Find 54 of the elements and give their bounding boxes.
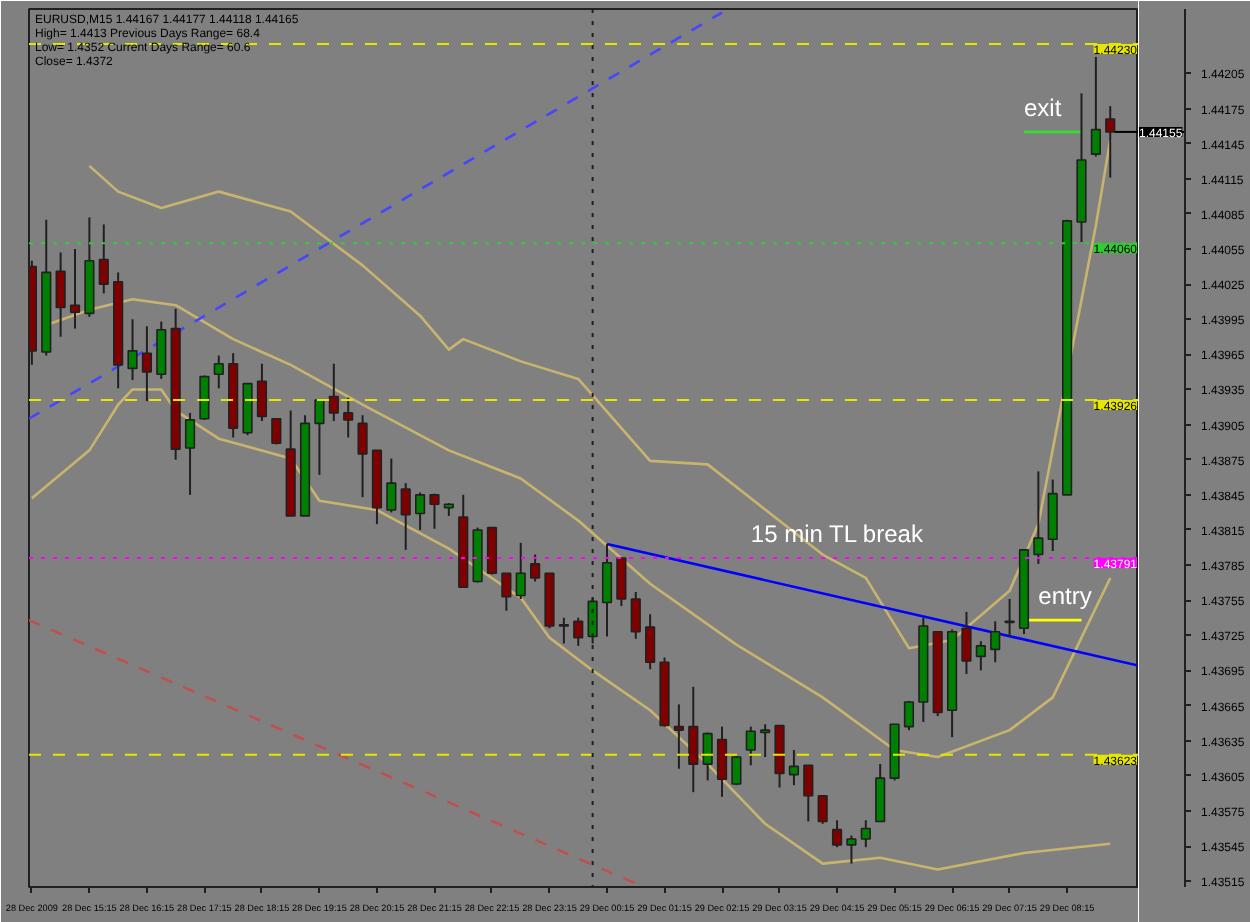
candlestick xyxy=(1047,478,1058,553)
candlestick xyxy=(573,616,584,647)
candlestick xyxy=(630,590,641,640)
candlestick xyxy=(357,414,368,499)
candlestick xyxy=(616,557,627,608)
candlestick xyxy=(846,834,857,865)
candlestick xyxy=(213,354,224,390)
candlestick xyxy=(1090,56,1101,158)
candlestick xyxy=(127,318,138,382)
candlestick xyxy=(414,491,426,531)
candlestick xyxy=(429,492,440,530)
candlestick xyxy=(199,374,210,421)
candlestick xyxy=(1033,470,1044,565)
candlestick xyxy=(645,613,656,671)
candlestick xyxy=(903,699,915,732)
candlestick xyxy=(1105,105,1116,179)
candlestick xyxy=(328,362,339,423)
candlestick xyxy=(486,526,498,576)
candlestick xyxy=(831,819,843,849)
candlestick xyxy=(386,457,397,514)
candlestick xyxy=(716,725,728,798)
candlestick xyxy=(314,397,325,476)
candlestick xyxy=(975,640,986,672)
candlestick xyxy=(1004,598,1015,638)
candlestick xyxy=(601,542,613,638)
candlestick xyxy=(501,572,512,612)
candlestick xyxy=(875,763,886,823)
candlestick xyxy=(990,620,1001,664)
candlestick xyxy=(69,247,81,330)
candlestick xyxy=(256,362,268,423)
candlestick xyxy=(702,731,713,782)
candlestick xyxy=(688,685,699,794)
annotation: exit xyxy=(1023,93,1063,122)
candlestick xyxy=(400,482,411,551)
candlestick xyxy=(803,764,814,823)
candlestick xyxy=(141,325,153,403)
candlestick xyxy=(530,553,541,583)
candlestick xyxy=(817,794,828,825)
candlestick xyxy=(673,703,685,770)
candlestick xyxy=(184,411,196,496)
candlestick xyxy=(515,541,526,601)
candlestick xyxy=(271,417,282,446)
candlestick xyxy=(98,223,109,295)
candlestick xyxy=(343,396,354,439)
candlestick xyxy=(156,320,167,380)
candlestick xyxy=(745,725,756,767)
candlestick xyxy=(961,610,972,675)
candlestick xyxy=(860,819,871,849)
candlestick xyxy=(558,616,569,645)
candlestick xyxy=(774,724,785,789)
annotation: entry xyxy=(1038,582,1092,611)
candlestick xyxy=(760,723,771,759)
candlestick xyxy=(55,251,66,338)
candlestick xyxy=(788,749,800,787)
